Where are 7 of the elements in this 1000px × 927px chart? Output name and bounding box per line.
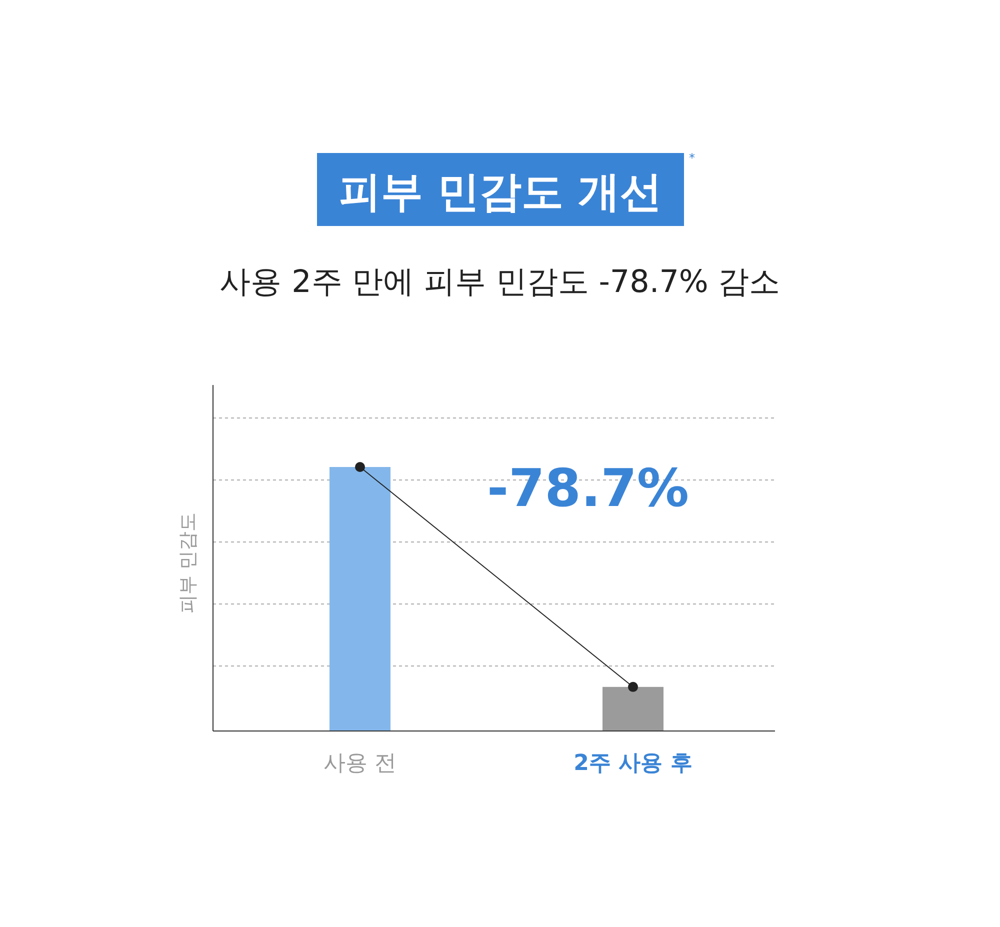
annotation: -78.7%	[487, 459, 689, 519]
x-tick-label: 사용 전	[324, 751, 396, 776]
chart-title: 피부 민감도 개선	[338, 167, 662, 216]
y-axis-title: 피부 민감도	[177, 512, 199, 614]
text: *	[689, 151, 695, 165]
chart-subtitle: 사용 2주 만에 피부 민감도 -78.7% 감소	[220, 264, 780, 300]
x-tick-label: 2주 사용 후	[574, 751, 692, 776]
